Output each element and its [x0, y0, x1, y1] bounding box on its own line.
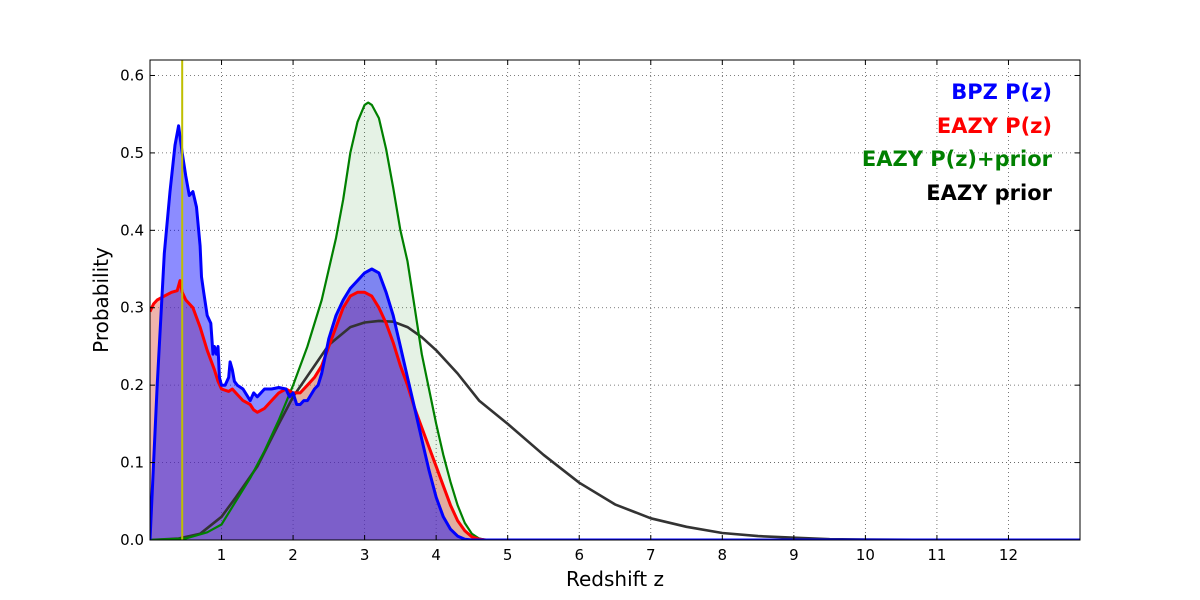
series-fills — [150, 102, 1080, 540]
plot-frame — [149, 59, 1081, 541]
y-tick-label: 0.1 — [120, 454, 144, 472]
legend-bpz: BPZ P(z) — [951, 80, 1052, 104]
legend-eazy-prior-combined: EAZY P(z)+prior — [862, 147, 1053, 171]
y-tick-label: 0.3 — [120, 299, 144, 317]
x-tick-label: 11 — [927, 546, 946, 564]
x-tick-label: 7 — [646, 546, 656, 564]
x-tick-label: 12 — [999, 546, 1018, 564]
legend-eazy-prior: EAZY prior — [926, 181, 1052, 205]
series-line-2 — [150, 101, 1080, 540]
y-tick-label: 0.2 — [120, 376, 144, 394]
y-tick-label: 0.0 — [120, 531, 144, 549]
series-fill-0 — [150, 125, 1080, 540]
x-tick-label: 6 — [574, 546, 584, 564]
x-tick-label: 10 — [856, 546, 875, 564]
series-fill-1 — [150, 280, 1080, 540]
legend-eazy: EAZY P(z) — [937, 114, 1052, 138]
axis-ticks: 1 2 3 4 5 6 7 8 9 10 11 120.00.10.20.30.40.50.6 — [120, 60, 1080, 564]
x-tick-label: 8 — [718, 546, 728, 564]
y-tick-label: 0.5 — [120, 144, 144, 162]
legend: BPZ P(z) EAZY P(z) EAZY P(z)+prior EAZY … — [862, 80, 1053, 205]
y-tick-label: 0.6 — [120, 66, 144, 84]
series-lines — [150, 101, 1080, 540]
x-tick-label: 4 — [431, 546, 441, 564]
x-tick-label: 3 — [360, 546, 370, 564]
x-axis-label: Redshift z — [566, 567, 664, 591]
x-tick-label: 2 — [288, 546, 298, 564]
x-tick-label: 1 — [217, 546, 227, 564]
x-tick-label: 5 — [503, 546, 513, 564]
y-tick-label: 0.4 — [120, 221, 144, 239]
y-axis-label: Probability — [89, 247, 113, 353]
x-tick-label: 9 — [789, 546, 799, 564]
series-line-1 — [150, 279, 1080, 540]
series-line-0 — [150, 124, 1080, 540]
